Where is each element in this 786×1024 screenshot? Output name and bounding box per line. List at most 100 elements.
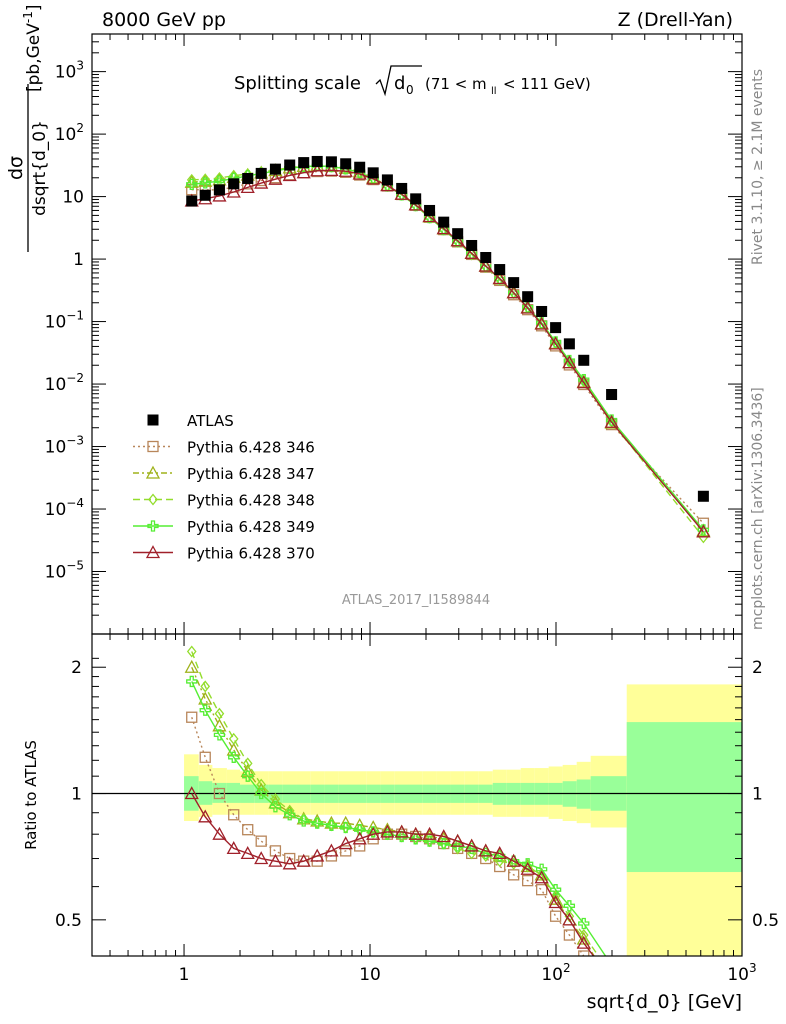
y-tick-label-base: 10 <box>62 188 84 208</box>
series-370-ratio-point <box>464 838 479 852</box>
series-370-ratio-point <box>576 935 591 949</box>
series-370-ratio-line <box>191 793 595 956</box>
uncertainty-band-green <box>626 722 742 873</box>
ratio-y-tick-label-right: 1 <box>752 785 763 805</box>
atlas-data-point <box>410 193 422 205</box>
series-346-ratio-point <box>228 809 240 821</box>
series-370-point <box>240 180 255 194</box>
series-348-ratio-point <box>298 812 309 825</box>
series-370-ratio-point <box>338 836 353 850</box>
atlas-data-point <box>494 264 506 276</box>
series-349-ratio-point <box>213 729 226 741</box>
series-370-point <box>226 184 241 198</box>
y-label-units-close: ] <box>24 5 44 12</box>
series-370-ratio-point <box>366 826 381 840</box>
y-label-denominator: dsqrt{d_0} <box>30 120 50 216</box>
series-370-point <box>212 188 227 202</box>
atlas-data-point <box>550 322 562 334</box>
series-348-ratio-point <box>242 757 253 770</box>
ratio-y-axis-label: Ratio to ATLAS <box>22 740 40 850</box>
series-347-ratio-point <box>268 795 283 809</box>
atlas-data-point <box>606 389 618 401</box>
series-349-ratio-point <box>522 858 534 870</box>
x-tick-label: 102 <box>541 961 570 985</box>
x-tick-label-base: 1 <box>179 965 190 985</box>
main-data-marks <box>184 155 711 544</box>
series-370-point <box>696 524 711 538</box>
series-348-point <box>186 173 197 186</box>
series-370-point <box>520 300 535 314</box>
series-346-ratio-point <box>578 950 590 956</box>
x-tick-label-base: 10 <box>727 965 749 985</box>
y-tick-label-base: 10 <box>45 438 67 458</box>
main-y-axis-label: dσ dsqrt{d_0} <box>5 84 50 252</box>
series-347-ratio-point <box>226 742 241 756</box>
header-energy-label: 8000 GeV pp <box>102 9 226 31</box>
mcplots-label: mcplots.cern.ch [arXiv:1306.3436] <box>750 387 766 630</box>
series-346-ratio-point <box>199 751 211 763</box>
uncertainty-band-green <box>226 782 241 803</box>
series-349-ratio-point <box>549 884 562 896</box>
y-tick-label: 102 <box>55 121 84 145</box>
series-348-ratio-point <box>608 970 616 980</box>
y-tick-label: 103 <box>55 59 84 83</box>
atlas-data-point <box>438 216 450 228</box>
series-349-ratio-point <box>228 751 240 763</box>
series-348-ratio-point <box>284 804 295 817</box>
legend-series-marker <box>145 545 161 559</box>
x-tick-label-base: 10 <box>359 965 381 985</box>
y-tick-label: 10−5 <box>45 559 84 583</box>
atlas-data-point <box>424 204 436 216</box>
ratio-y-tick-label: 1 <box>71 785 82 805</box>
series-370-ratio-point <box>226 841 241 855</box>
legend-series-marker <box>147 440 159 453</box>
atlas-data-point <box>228 178 240 190</box>
y-tick-label-base: 10 <box>55 125 77 145</box>
series-348-point <box>214 171 225 185</box>
rivet-version-label: Rivet 3.1.10, ≥ 2.1M events <box>750 69 766 265</box>
series-370-point <box>548 336 563 350</box>
series-348-ratio-point <box>466 847 477 860</box>
series-349-point <box>452 235 464 248</box>
series-347-ratio-point <box>606 979 618 990</box>
legend: ATLAS Pythia 6.428 346 Pythia 6.428 347 Pyt… <box>133 412 315 563</box>
legend-series-marker <box>145 465 161 479</box>
series-348-ratio-point <box>186 645 197 658</box>
plot-title-cut-sub: ll <box>491 86 497 97</box>
series-348-ratio-point <box>550 889 561 903</box>
series-348-point <box>200 173 211 186</box>
series-349-ratio-point <box>563 900 576 912</box>
series-370-point <box>576 375 591 389</box>
series-370-point <box>492 271 507 285</box>
x-tick-label-exp: 2 <box>563 961 571 975</box>
series-349-ratio-point <box>186 675 198 688</box>
series-370-ratio-point <box>296 853 311 867</box>
atlas-data-point <box>186 195 198 207</box>
atlas-data-point <box>213 184 225 196</box>
series-347-ratio-point <box>184 659 199 673</box>
ratio-y-tick-label-right: 0.5 <box>752 911 779 931</box>
series-370-ratio-point <box>394 824 409 838</box>
legend-atlas-marker <box>147 414 159 426</box>
series-346-ratio-point <box>563 929 576 941</box>
y-label-units: [pb,GeV-1] <box>21 5 44 93</box>
series-370-point <box>366 171 381 185</box>
series-370-point <box>254 175 269 189</box>
analysis-label: ATLAS_2017_I1589844 <box>342 593 490 608</box>
series-349-ratio-point <box>311 817 323 829</box>
series-346-ratio-point <box>186 711 198 723</box>
x-tick-label: 103 <box>727 961 756 985</box>
legend-series-label: Pythia 6.428 347 <box>187 465 315 483</box>
x-tick-label: 1 <box>179 965 190 985</box>
y-tick-label: 1 <box>73 250 84 270</box>
ratio-y-tick-label: 0.5 <box>55 911 82 931</box>
series-370-point <box>408 197 423 211</box>
series-370-point <box>324 163 339 177</box>
sqrt-symbol <box>375 65 422 97</box>
ratio-data-marks <box>184 645 618 990</box>
series-348-ratio-point <box>578 928 589 942</box>
y-label-units-sup: -1 <box>21 11 35 23</box>
atlas-data-point <box>563 338 575 350</box>
